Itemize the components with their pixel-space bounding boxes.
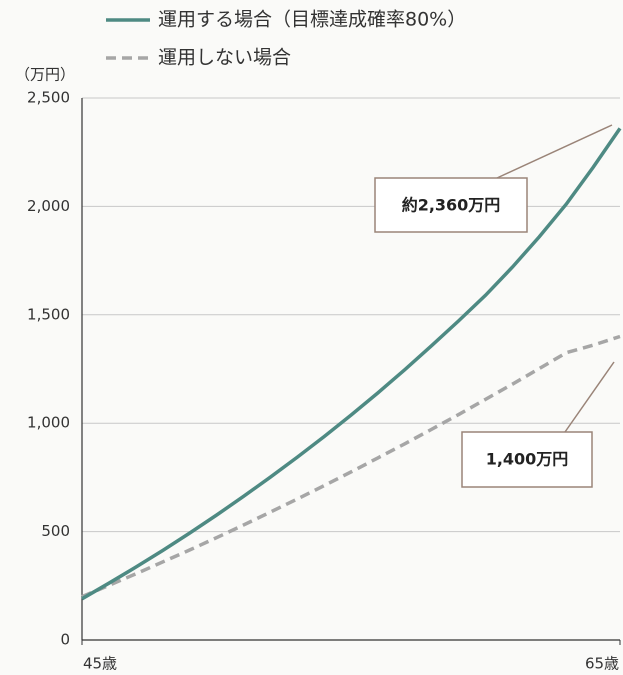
y-tick-label: 0 [60, 631, 70, 649]
y-tick-label: 1,000 [27, 414, 70, 432]
legend-label: 運用しない場合 [158, 47, 291, 69]
y-tick-label: 2,500 [27, 89, 70, 107]
x-tick-label: 45歳 [83, 655, 117, 673]
y-tick-label: 2,000 [27, 197, 70, 215]
x-tick-label: 65歳 [585, 655, 619, 673]
y-tick-label: 1,500 [27, 305, 70, 323]
y-axis-label: （万円） [15, 66, 75, 84]
annotation: 約2,360万円 [402, 196, 501, 215]
series-line [81, 127, 622, 601]
annotation-box [461, 431, 593, 488]
annotation: 1,400万円 [486, 450, 569, 469]
y-tick-label: 500 [41, 522, 70, 540]
annotation-box [374, 177, 528, 233]
leader-line [496, 124, 613, 179]
legend-label: 運用する場合（目標達成確率80%） [158, 9, 466, 31]
series-line [81, 334, 621, 599]
leader-line [564, 361, 615, 433]
